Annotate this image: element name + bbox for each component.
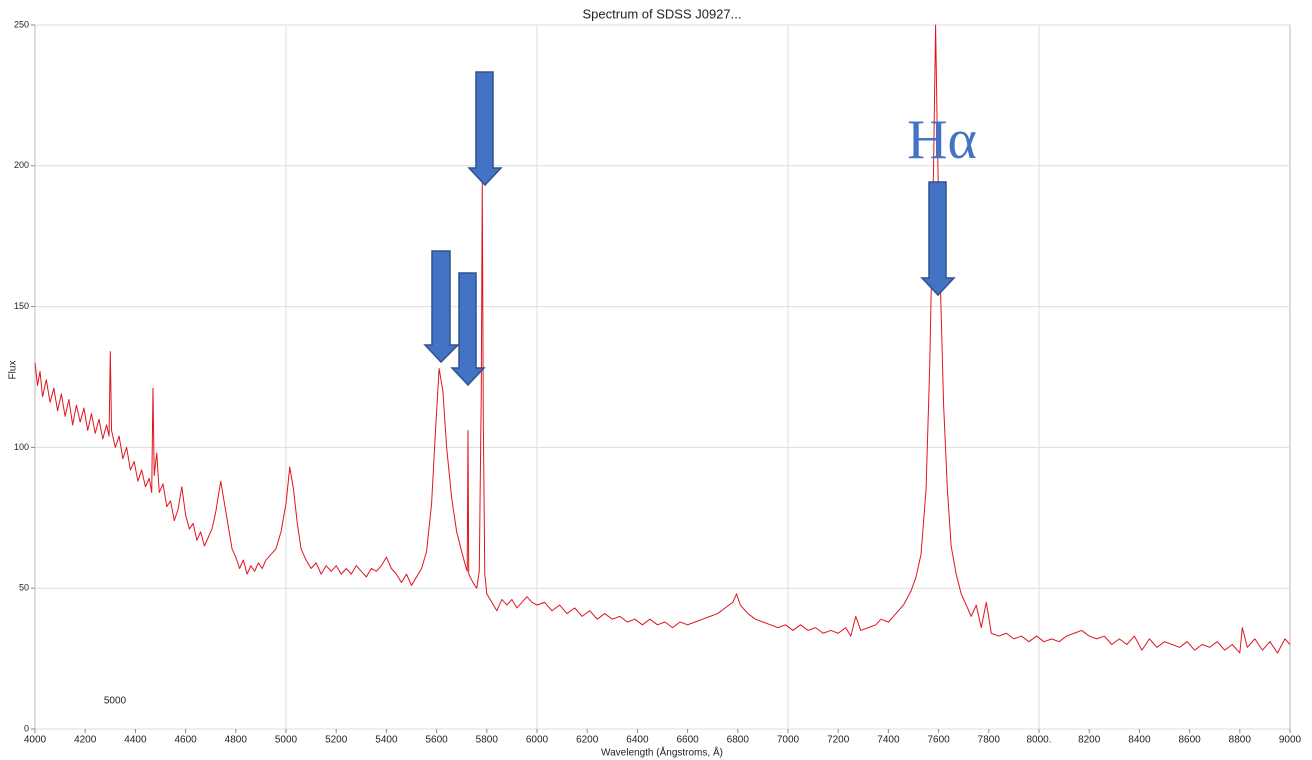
- arrow: [423, 250, 460, 364]
- arrow: [450, 272, 486, 387]
- grid: 0 50 100 150 200 250 4000 4200 4400 4600 4800 5000 5…: [14, 19, 1302, 745]
- annotation: 5000: [104, 696, 127, 707]
- x-tick-label: 8400: [1128, 735, 1151, 746]
- x-tick-label: 5000: [275, 735, 298, 746]
- x-tick-label: 4600: [174, 735, 197, 746]
- x-tick-label: 7000: [777, 735, 800, 746]
- x-tick-label: 6000: [526, 735, 549, 746]
- x-tick-label: 4000: [24, 735, 47, 746]
- y-tick-label: 250: [14, 19, 29, 29]
- plot: [34, 24, 1291, 654]
- y-tick-label: 150: [14, 301, 29, 311]
- x-tick-label: 7400: [877, 735, 900, 746]
- x-tick-label: 6600: [676, 735, 699, 746]
- x-tick-label: 7600: [927, 735, 950, 746]
- x-tick-label: 5600: [425, 735, 448, 746]
- y-tick-label: 50: [19, 583, 29, 593]
- x-tick-label: 8800: [1229, 735, 1252, 746]
- y-tick-label: 200: [14, 160, 29, 170]
- x-tick-label: 8000.: [1026, 735, 1051, 746]
- x-tick-label: 6800: [727, 735, 750, 746]
- x-tick-label: 5200: [325, 735, 348, 746]
- x-tick-label: 8600: [1178, 735, 1201, 746]
- x-tick-label: 5800: [476, 735, 499, 746]
- arrows: [423, 71, 956, 387]
- x-tick-label: 6200: [576, 735, 599, 746]
- chart-title: Spectrum of SDSS J0927...: [583, 6, 742, 21]
- x-axis-label: Wavelength (Ångstroms, Å): [601, 746, 723, 759]
- x-tick-label: 7800: [978, 735, 1001, 746]
- x-tick-label: 5400: [375, 735, 398, 746]
- arrow: [920, 181, 956, 297]
- x-tick-label: 8200: [1078, 735, 1101, 746]
- x-tick-label: 4200: [74, 735, 97, 746]
- y-tick-label: 0: [24, 723, 29, 733]
- arrow: [467, 71, 503, 187]
- x-tick-label: 4400: [124, 735, 147, 746]
- spectrum-line: [34, 24, 1291, 654]
- x-tick-label: 6400: [626, 735, 649, 746]
- x-tick-label: 9000: [1279, 735, 1302, 746]
- x-tick-label: 7200: [827, 735, 850, 746]
- y-tick-label: 100: [14, 442, 29, 452]
- x-tick-label: 4800: [225, 735, 248, 746]
- annotation: Hα: [907, 109, 977, 171]
- y-axis-label: Flux: [8, 361, 19, 380]
